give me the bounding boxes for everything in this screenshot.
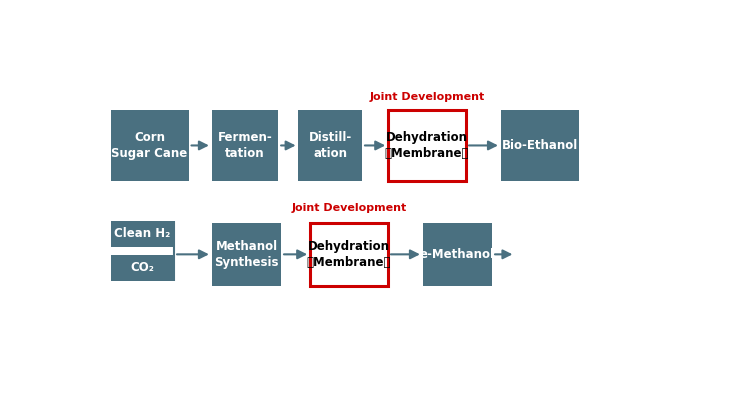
Bar: [388, 110, 466, 181]
Text: Dehydration
（Membrane）: Dehydration （Membrane）: [307, 240, 392, 269]
Text: e-Methanol: e-Methanol: [420, 248, 495, 261]
Bar: [212, 110, 278, 181]
Text: CO₂: CO₂: [131, 261, 154, 274]
Bar: [423, 223, 492, 286]
Text: Fermen-
tation: Fermen- tation: [218, 131, 272, 160]
Bar: [298, 110, 362, 181]
Bar: [110, 254, 175, 281]
Bar: [310, 223, 388, 286]
Text: Methanol
Synthesis: Methanol Synthesis: [214, 240, 279, 269]
Bar: [110, 110, 189, 181]
Text: Bio-Ethanol: Bio-Ethanol: [502, 139, 578, 152]
Bar: [212, 223, 281, 286]
Bar: [501, 110, 579, 181]
Text: Joint Development: Joint Development: [369, 92, 485, 102]
Text: Corn
Sugar Cane: Corn Sugar Cane: [111, 131, 188, 160]
Text: Distill-
ation: Distill- ation: [309, 131, 352, 160]
Text: Joint Development: Joint Development: [292, 203, 407, 213]
Bar: [110, 221, 175, 247]
Text: Dehydration
（Membrane）: Dehydration （Membrane）: [385, 131, 469, 160]
Text: Clean H₂: Clean H₂: [114, 228, 171, 241]
